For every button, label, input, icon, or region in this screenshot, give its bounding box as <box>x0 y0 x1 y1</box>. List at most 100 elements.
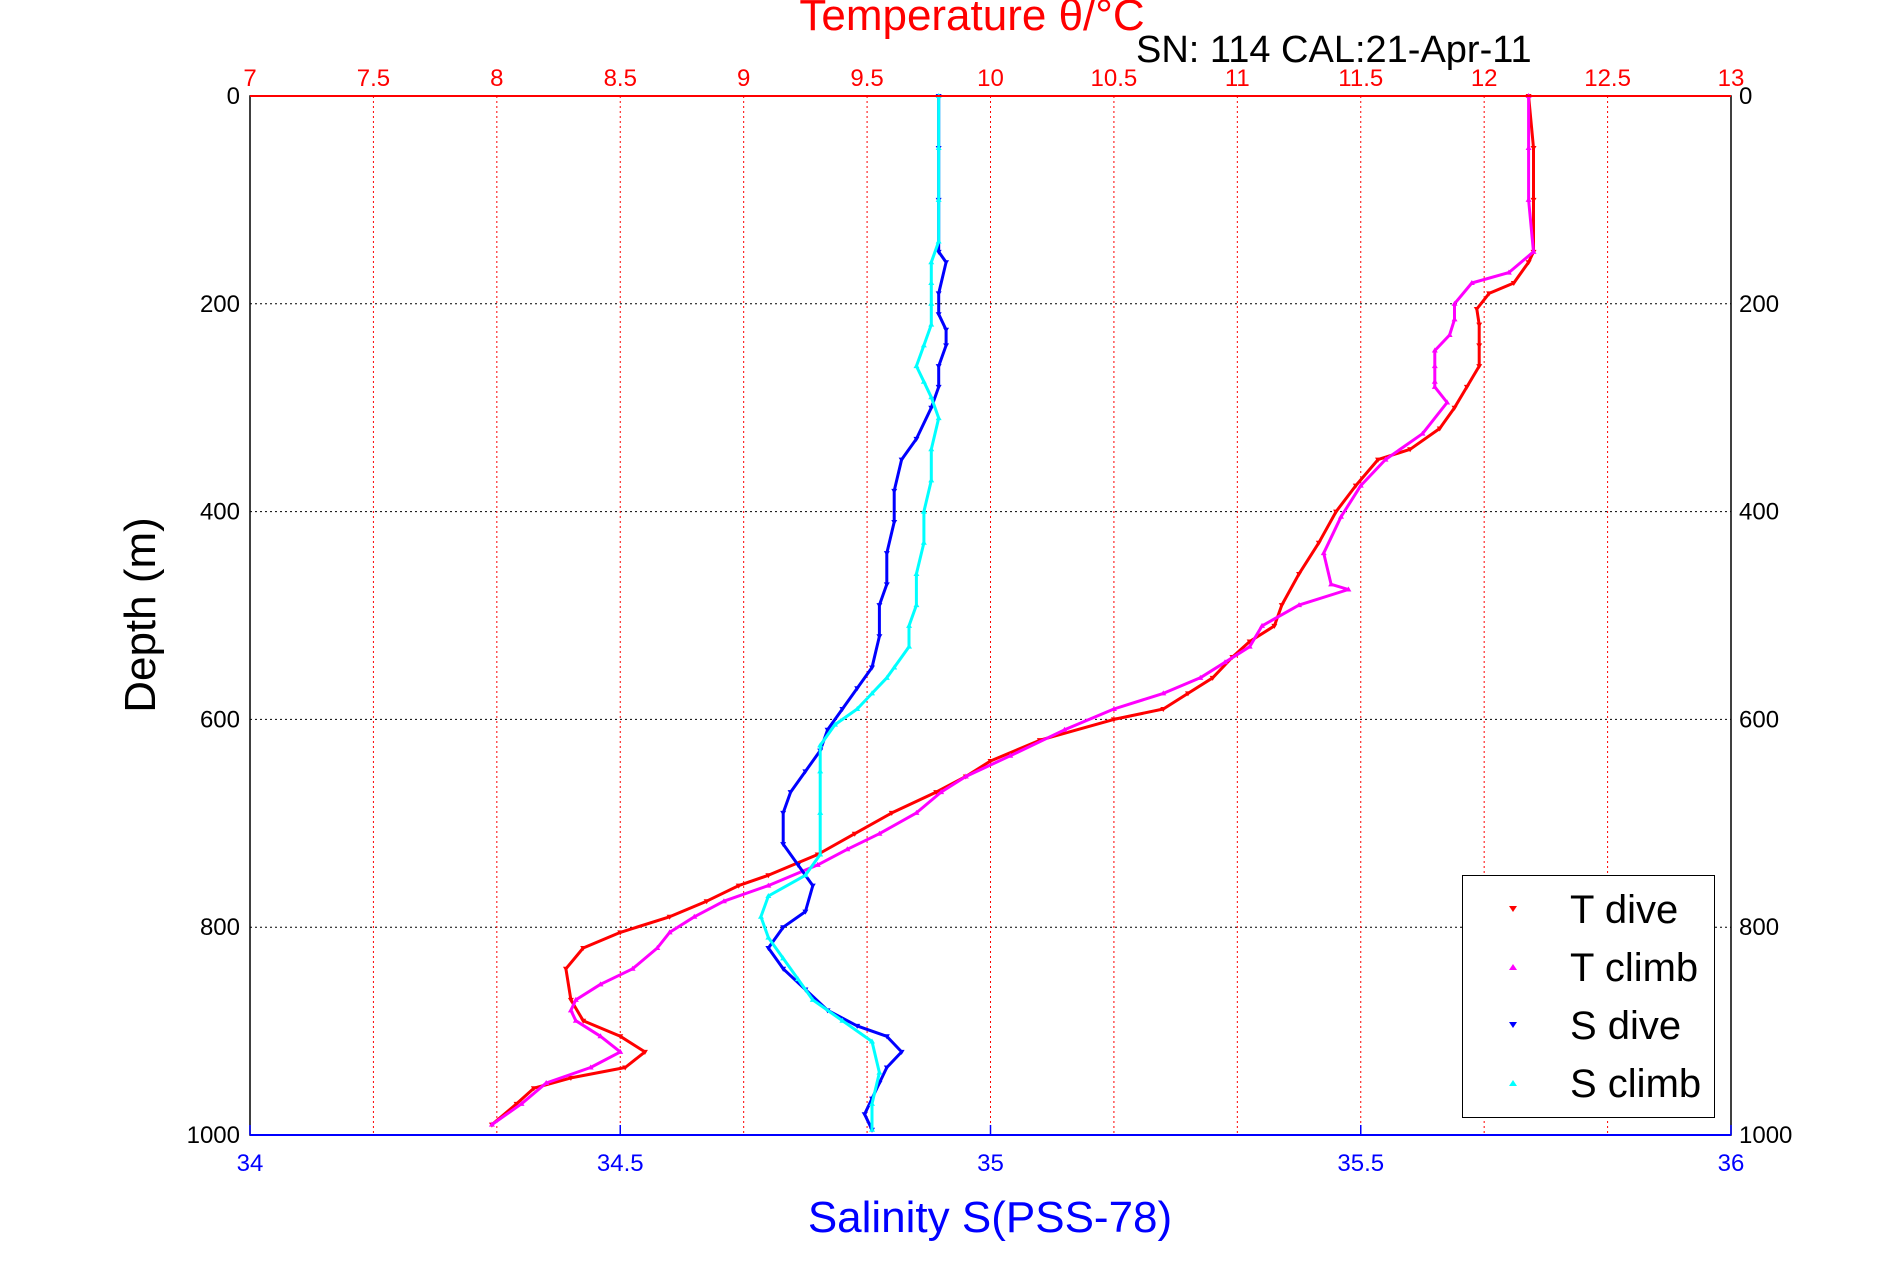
data-point <box>913 809 920 815</box>
depth-tick-label-left: 800 <box>200 914 240 941</box>
data-point <box>876 1069 883 1075</box>
data-point <box>891 664 898 670</box>
data-point <box>920 378 927 384</box>
data-point <box>1345 586 1352 592</box>
data-point <box>587 1064 594 1070</box>
data-point <box>802 872 809 878</box>
data-point <box>1246 643 1253 649</box>
salinity-tick-label: 36 <box>1718 1150 1745 1177</box>
data-point <box>817 768 824 774</box>
data-point <box>913 570 920 576</box>
data-point <box>567 1075 574 1081</box>
data-point <box>622 1065 629 1071</box>
data-point <box>920 508 927 514</box>
data-point <box>935 312 942 318</box>
data-point <box>1525 196 1532 202</box>
data-point <box>876 634 883 640</box>
data-point <box>920 539 927 545</box>
depth-tick-label-right: 400 <box>1739 499 1779 526</box>
data-point <box>720 898 727 904</box>
data-point <box>562 966 569 972</box>
data-point <box>703 899 710 905</box>
data-point <box>883 551 890 557</box>
temperature-tick-label: 7 <box>243 65 256 92</box>
data-point <box>572 996 579 1002</box>
legend-label-s-dive: S dive <box>1570 1004 1682 1048</box>
data-point <box>928 477 935 483</box>
data-point <box>933 790 940 796</box>
data-point <box>869 1038 876 1044</box>
legend-label-t-dive: T dive <box>1570 888 1679 932</box>
data-point <box>1446 331 1453 337</box>
data-point <box>1486 291 1493 297</box>
data-point <box>906 643 913 649</box>
series-line <box>759 94 941 1132</box>
temperature-tick-label: 10.5 <box>1091 65 1138 92</box>
data-point <box>883 1065 890 1071</box>
data-point <box>1431 378 1438 384</box>
depth-tick-label-left: 400 <box>200 499 240 526</box>
data-point <box>1338 513 1345 519</box>
legend-item-t-climb: T climb <box>1463 940 1714 998</box>
data-point <box>824 727 831 733</box>
data-point <box>883 674 890 680</box>
data-point <box>1197 674 1204 680</box>
serial-calibration-annotation: SN: 114 CAL:21-Apr-11 <box>1136 29 1532 71</box>
depth-tick-label-left: 200 <box>200 291 240 318</box>
triangle-down-icon <box>1509 1022 1517 1028</box>
data-point <box>928 259 935 265</box>
data-point <box>1357 482 1364 488</box>
data-point <box>1530 145 1537 151</box>
data-point <box>780 810 787 816</box>
temperature-tick-label: 8.5 <box>604 65 637 92</box>
data-point <box>765 882 772 888</box>
chart-title: Temperature θ/°C <box>799 0 1144 40</box>
data-point <box>780 966 787 972</box>
data-point <box>666 929 673 935</box>
data-point <box>1007 752 1014 758</box>
data-point <box>861 1112 868 1118</box>
data-point <box>1525 144 1532 150</box>
data-point <box>831 721 838 727</box>
data-point <box>906 622 913 628</box>
data-point <box>787 790 794 796</box>
data-point <box>928 300 935 306</box>
data-point <box>1505 269 1512 275</box>
data-point <box>935 196 942 202</box>
data-point <box>597 981 604 987</box>
data-point <box>1246 639 1253 645</box>
series-s-dive <box>765 94 950 1133</box>
data-point <box>1333 509 1340 515</box>
data-point <box>876 603 883 609</box>
depth-axis-label: Depth (m) <box>116 517 165 713</box>
data-point <box>641 1049 648 1055</box>
data-point <box>735 883 742 889</box>
legend-item-s-climb: S climb <box>1463 1056 1714 1114</box>
data-point <box>943 327 950 333</box>
data-point <box>891 519 898 525</box>
data-point <box>987 758 994 764</box>
data-point <box>898 457 905 463</box>
data-point <box>869 665 876 671</box>
temperature-tick-label: 11 <box>1225 65 1250 92</box>
temperature-tick-label: 11.5 <box>1338 65 1383 92</box>
data-point <box>817 851 824 857</box>
data-point <box>883 1034 890 1040</box>
temperature-tick-label: 10 <box>977 65 1004 92</box>
data-point <box>1209 675 1216 681</box>
tick-layer: 0 0 200 200 400 400 600 600 800 800 1000 1000 7 7.5 8 8… <box>187 65 1793 1177</box>
data-point <box>935 238 942 244</box>
data-point <box>518 1100 525 1106</box>
legend-item-t-dive: T dive <box>1463 882 1714 940</box>
data-point <box>1431 347 1438 353</box>
data-point <box>888 810 895 816</box>
data-point <box>883 582 890 588</box>
data-point <box>1463 384 1470 390</box>
temperature-tick-label: 7.5 <box>357 65 390 92</box>
temperature-tick-label: 12 <box>1471 65 1498 92</box>
salinity-tick-label: 34 <box>237 1150 264 1177</box>
data-point <box>869 690 876 696</box>
data-point <box>1407 447 1414 453</box>
data-point <box>1476 364 1483 370</box>
data-point <box>1451 300 1458 306</box>
